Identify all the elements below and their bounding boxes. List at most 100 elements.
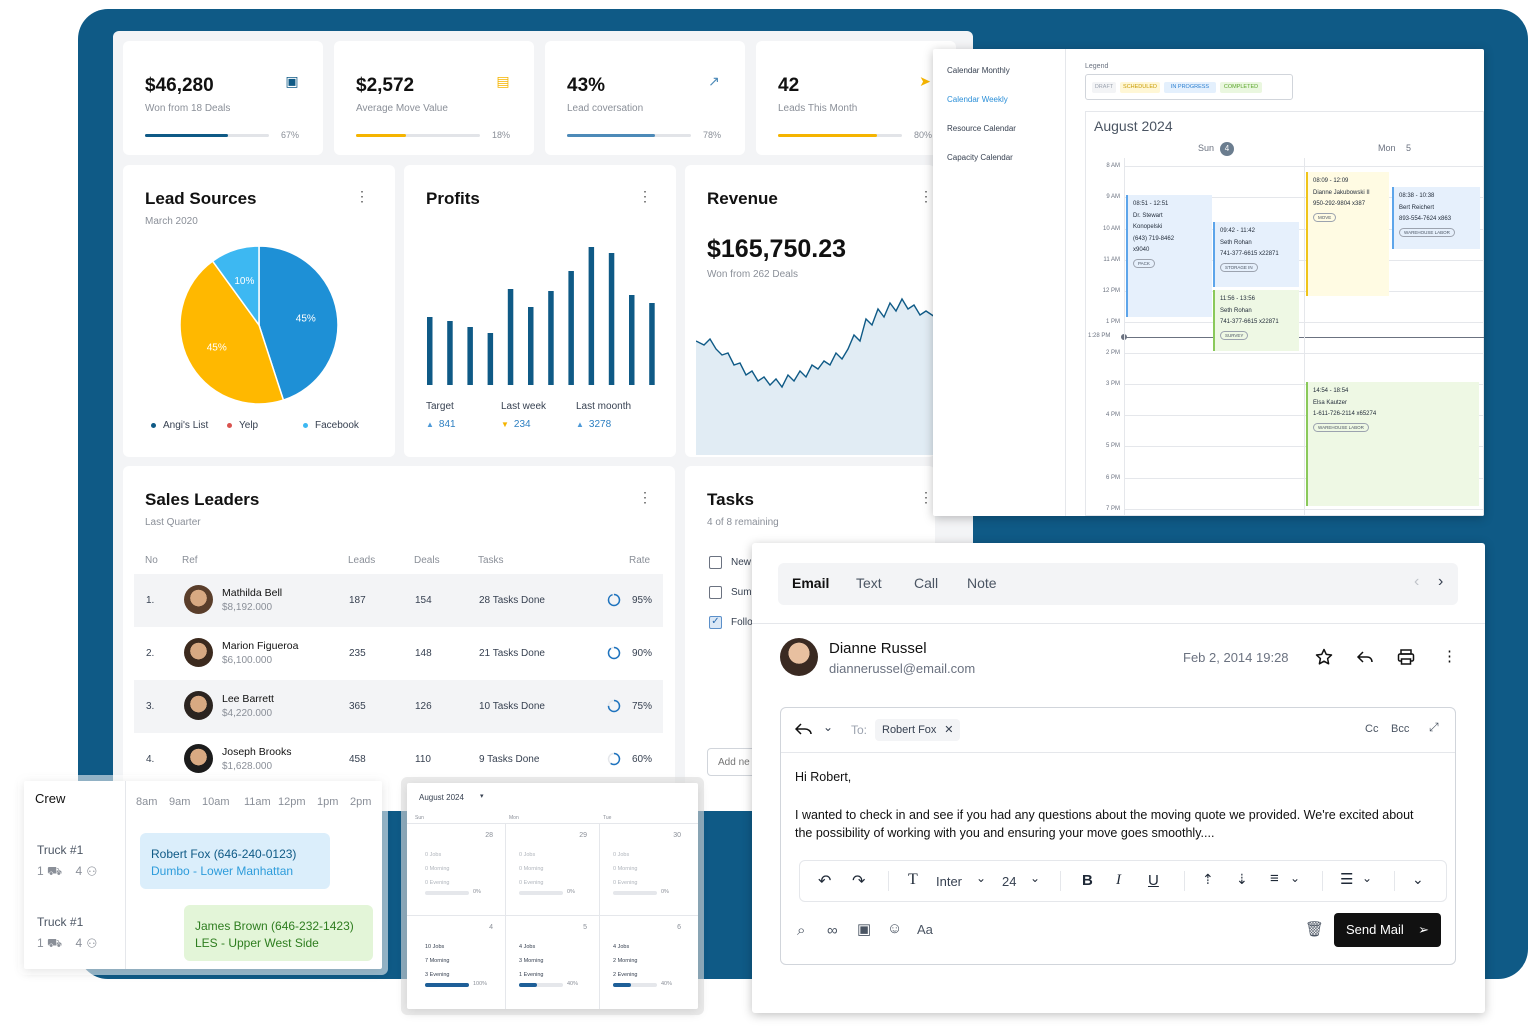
table-row[interactable]: 4. Joseph Brooks $1,628.000 458 110 9 Ta…: [134, 733, 663, 786]
calendar-event[interactable]: 08:51 - 12:51 Dr. Stewart Konopelski (643) …: [1126, 195, 1212, 317]
emoji-icon[interactable]: ☺: [887, 920, 903, 937]
tasks-subtitle: 4 of 8 remaining: [707, 517, 779, 528]
capacity-day-cell[interactable]: 30 0 Jobs 0 Morning 0 Evening 0%: [595, 824, 689, 916]
undo-icon[interactable]: ↶: [818, 873, 832, 890]
email-tab[interactable]: Note: [967, 575, 997, 591]
chevron-right-icon[interactable]: ›: [1438, 573, 1444, 590]
kpi-progress-fill: [356, 134, 406, 137]
superscript-icon[interactable]: ⇡: [1202, 871, 1214, 887]
reply-icon[interactable]: [795, 722, 813, 736]
event-time: 11:56 - 13:56: [1220, 296, 1255, 302]
expand-icon[interactable]: ⤢: [1429, 720, 1439, 734]
close-icon[interactable]: ✕: [944, 724, 954, 736]
align-icon[interactable]: ≡: [1270, 870, 1279, 887]
recipient-chip[interactable]: Robert Fox ✕: [875, 719, 961, 741]
jobs-count: 0 Jobs: [613, 852, 630, 858]
capacity-bar: [425, 983, 469, 987]
arrow-up-icon: ▲: [576, 420, 584, 429]
email-tab[interactable]: Text: [856, 575, 882, 591]
truck-meta: 1 ⛟ 4 ⚇: [37, 936, 98, 952]
week-grid: August 2024 Sun 4 Mon 5 1:28 PM 8 AM 9 AM…: [1085, 111, 1484, 516]
day-mon-number[interactable]: 5: [1406, 143, 1412, 153]
capacity-day-cell[interactable]: 29 0 Jobs 0 Morning 0 Evening 0%: [501, 824, 595, 916]
event-detail: (643) 719-8462: [1133, 235, 1175, 242]
chevron-down-icon[interactable]: ⌄: [1362, 871, 1373, 885]
evening-count: 3 Evening: [425, 972, 450, 978]
chevron-down-icon[interactable]: ⌄: [976, 871, 987, 885]
task-checkbox[interactable]: ✓: [709, 616, 722, 629]
email-body[interactable]: I wanted to check in and see if you had …: [795, 808, 1414, 840]
calendar-event[interactable]: 08:38 - 10:38 Bert Reichert 893-554-7624 x…: [1392, 187, 1480, 249]
calendar-event[interactable]: 14:54 - 18:54 Elsa Kautzer 1-611-726-2114 …: [1306, 382, 1479, 506]
calendar-nav-item[interactable]: Resource Calendar: [947, 124, 1016, 133]
more-icon[interactable]: ⋮: [638, 489, 652, 505]
job-card[interactable]: Robert Fox (646-240-0123) Dumbo - Lower …: [140, 833, 330, 889]
chevron-left-icon[interactable]: ‹: [1414, 573, 1420, 590]
calendar-nav-item[interactable]: Calendar Weekly: [947, 95, 1008, 104]
trash-icon[interactable]: 🗑: [1305, 921, 1325, 938]
chevron-down-icon[interactable]: ⌄: [823, 720, 834, 734]
table-row[interactable]: 2. Marion Figueroa $6,100.000 235 148 21…: [134, 627, 663, 680]
table-row[interactable]: 3. Lee Barrett $4,220.000 365 126 10 Tas…: [134, 680, 663, 733]
link-icon[interactable]: ∞: [827, 922, 838, 939]
chevron-down-icon[interactable]: ⌄: [1290, 871, 1301, 885]
email-tab[interactable]: Email: [792, 575, 830, 591]
capacity-month[interactable]: August 2024: [419, 793, 464, 802]
day-sun-number[interactable]: 4: [1220, 142, 1234, 156]
more-icon[interactable]: ⋮: [355, 188, 369, 204]
row-number: 2.: [146, 648, 155, 659]
leader-amount: $8,192.000: [222, 602, 273, 613]
send-mail-button[interactable]: Send Mail ➢: [1334, 913, 1441, 947]
chevron-down-icon[interactable]: ⌄: [1412, 871, 1424, 887]
underline-icon[interactable]: U: [1148, 872, 1159, 889]
cc-button[interactable]: Cc: [1365, 723, 1379, 735]
to-label: To:: [851, 723, 868, 737]
pie-slice: [211, 245, 260, 328]
profit-bar: [528, 307, 534, 385]
chevron-down-icon[interactable]: ▾: [480, 793, 484, 800]
deals-value: 154: [415, 595, 432, 606]
text-type-icon[interactable]: T: [908, 871, 918, 888]
capacity-day-cell[interactable]: 28 0 Jobs 0 Morning 0 Evening 0%: [407, 824, 501, 916]
table-row[interactable]: 1. Mathilda Bell $8,192.000 187 154 28 T…: [134, 574, 663, 627]
text-style-icon[interactable]: Aa: [917, 922, 933, 937]
font-family-select[interactable]: Inter: [936, 874, 963, 889]
more-icon[interactable]: ⋮: [919, 489, 933, 505]
job-card[interactable]: James Brown (646-232-1423) LES - Upper W…: [184, 905, 373, 961]
reply-icon[interactable]: [1356, 648, 1374, 666]
image-icon[interactable]: ▣: [857, 921, 872, 938]
bcc-button[interactable]: Bcc: [1391, 723, 1410, 735]
bold-icon[interactable]: B: [1082, 872, 1093, 889]
capacity-day-cell[interactable]: 5 4 Jobs 3 Morning 1 Evening 40%: [501, 916, 595, 1008]
task-checkbox[interactable]: [709, 586, 722, 599]
more-icon[interactable]: ⋮: [1442, 648, 1457, 665]
redo-icon[interactable]: ↷: [852, 873, 866, 890]
job-route: Dumbo - Lower Manhattan: [151, 864, 294, 878]
calendar-event[interactable]: 11:56 - 13:56 Seth Rohan 741-377-6615 x228…: [1213, 290, 1299, 351]
italic-icon[interactable]: I: [1116, 872, 1121, 888]
subscript-icon[interactable]: ⇣: [1236, 871, 1248, 887]
email-greeting[interactable]: Hi Robert,: [795, 770, 852, 784]
email-tab[interactable]: Call: [914, 575, 939, 591]
rate-value: 60%: [632, 754, 653, 765]
email-window: ‹ › Dianne Russel diannerussel@email.com…: [752, 543, 1485, 1013]
calendar-nav-item[interactable]: Calendar Monthly: [947, 66, 1010, 75]
list-icon[interactable]: ☰: [1340, 871, 1354, 888]
calendar-event[interactable]: 09:42 - 11:42 Seth Rohan 741-377-6615 x228…: [1213, 222, 1299, 287]
chevron-down-icon[interactable]: ⌄: [1030, 871, 1041, 885]
font-size-select[interactable]: 24: [1002, 874, 1017, 889]
lead-sources-subtitle: March 2020: [145, 216, 198, 227]
calendar-event[interactable]: 08:09 - 12:09 Dianne Jakubowski II 950-292…: [1306, 172, 1389, 296]
print-icon[interactable]: [1397, 648, 1415, 666]
more-icon[interactable]: ⋮: [638, 188, 652, 204]
task-checkbox[interactable]: [709, 556, 722, 569]
calendar-nav-item[interactable]: Capacity Calendar: [947, 153, 1013, 162]
evening-count: 1 Evening: [519, 972, 544, 978]
capacity-day-cell[interactable]: 6 4 Jobs 2 Morning 2 Evening 40%: [595, 916, 689, 1008]
attach-icon[interactable]: ⌕: [797, 922, 806, 939]
capacity-stats: 0 Jobs 0 Morning 0 Evening: [425, 848, 449, 890]
star-icon[interactable]: [1315, 648, 1333, 666]
capacity-day-cell[interactable]: 4 10 Jobs 7 Morning 3 Evening 100%: [407, 916, 501, 1008]
kpi-percent: 67%: [281, 130, 300, 140]
more-icon[interactable]: ⋮: [919, 188, 933, 204]
